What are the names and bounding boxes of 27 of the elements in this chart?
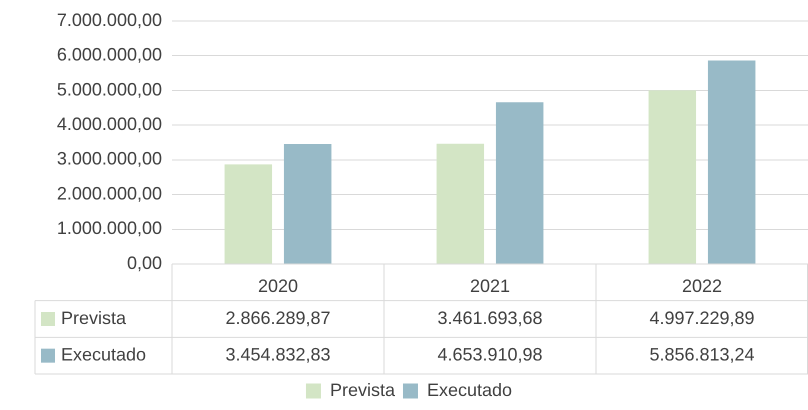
data-label: 5.856.813,24 <box>649 344 755 365</box>
text: Prevista <box>330 380 395 400</box>
text: Executado <box>61 344 146 365</box>
bar <box>436 144 484 264</box>
y-tick-label: 1.000.000,00 <box>56 218 162 238</box>
bar <box>648 90 696 264</box>
y-tick-label: 2.000.000,00 <box>56 183 162 204</box>
data-label: 3.461.693,68 <box>437 308 543 328</box>
y-tick-label: 0,00 <box>126 252 162 273</box>
data-label: 2.866.289,87 <box>225 308 331 328</box>
bar <box>708 60 756 264</box>
legend-label: Executado <box>426 380 512 400</box>
data-label: 4.997.229,89 <box>649 308 755 328</box>
y-tick-label: 7.000.000,00 <box>56 10 162 30</box>
legend-label: Prevista <box>61 308 128 328</box>
data-label: 4.653.910,98 <box>437 344 543 365</box>
bar <box>496 102 544 264</box>
x-tick-label: 2022 <box>682 276 722 296</box>
x-tick-label: 2021 <box>470 276 510 296</box>
bar <box>224 164 272 264</box>
y-tick-label: 3.000.000,00 <box>56 148 162 169</box>
bar <box>284 144 332 264</box>
y-tick-label: 5.000.000,00 <box>56 79 162 100</box>
data-label: 3.454.832,83 <box>225 344 331 365</box>
y-tick-label: 4.000.000,00 <box>56 114 162 134</box>
x-tick-label: 2020 <box>258 276 298 296</box>
y-tick-label: 6.000.000,00 <box>56 44 162 65</box>
